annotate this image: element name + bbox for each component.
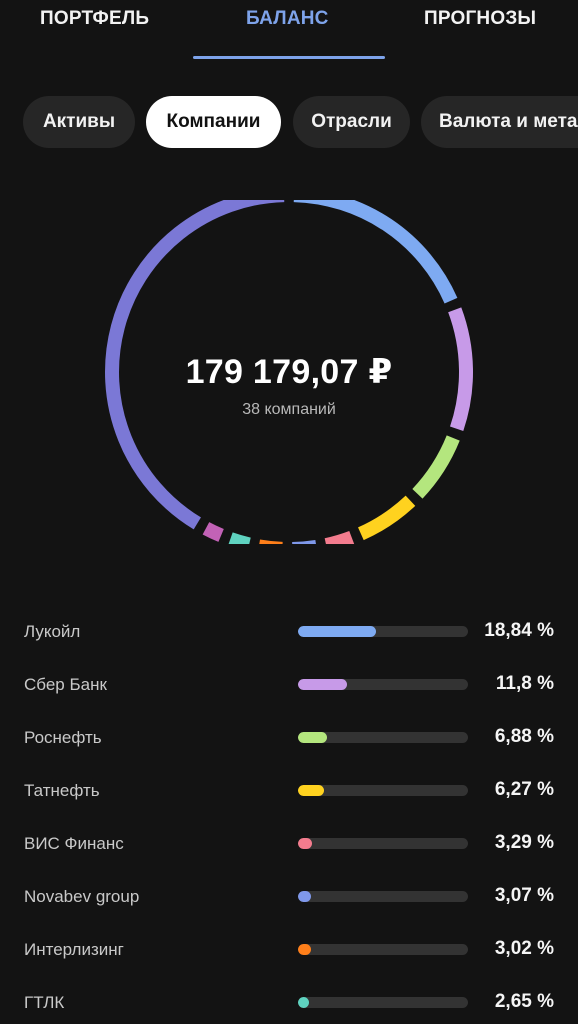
- company-row[interactable]: ВИС Финанс 3,29 %: [0, 818, 578, 871]
- company-row[interactable]: Интерлизинг 3,02 %: [0, 924, 578, 977]
- company-name: Сбер Банк: [24, 675, 107, 694]
- company-share-percent: 3,29 %: [494, 832, 554, 853]
- company-name: ВИС Финанс: [24, 834, 124, 853]
- share-bar-fill: [298, 944, 311, 955]
- donut-segment: [412, 435, 460, 499]
- share-bar-fill: [298, 997, 309, 1008]
- tab-portfolio[interactable]: ПОРТФЕЛЬ: [40, 8, 150, 29]
- company-share-percent: 3,02 %: [494, 938, 554, 959]
- share-bar-track: [298, 679, 468, 690]
- company-list: Лукойл 18,84 % Сбер Банк 11,8 % Роснефть 6,88…: [0, 606, 578, 1024]
- donut-segment: [202, 522, 224, 542]
- company-name: ГТЛК: [24, 993, 65, 1012]
- share-bar-track: [298, 626, 468, 637]
- tab-balance[interactable]: БАЛАНС: [246, 8, 329, 29]
- share-bar-track: [298, 891, 468, 902]
- share-bar-fill: [298, 785, 324, 796]
- donut-segment: [324, 530, 355, 544]
- donut-chart: 179 179,07 ₽ 38 компаний: [104, 200, 474, 544]
- share-bar-track: [298, 732, 468, 743]
- company-row[interactable]: Лукойл 18,84 %: [0, 606, 578, 659]
- share-bar-track: [298, 785, 468, 796]
- chip-currency-metals[interactable]: Валюта и металлы: [421, 96, 578, 148]
- company-name: Роснефть: [24, 728, 102, 747]
- donut-segment: [448, 307, 473, 432]
- company-row[interactable]: Сбер Банк 11,8 %: [0, 659, 578, 712]
- share-bar-fill: [298, 679, 347, 690]
- donut-segment: [105, 200, 285, 530]
- share-bar-fill: [298, 732, 327, 743]
- company-name: Novabev group: [24, 887, 140, 906]
- company-share-percent: 18,84 %: [484, 620, 554, 641]
- donut-segment: [293, 200, 458, 304]
- share-bar-fill: [298, 626, 376, 637]
- company-name: Татнефть: [24, 781, 100, 800]
- chip-assets[interactable]: Активы: [23, 96, 135, 148]
- chip-companies[interactable]: Компании: [146, 96, 281, 148]
- company-row[interactable]: Novabev group 3,07 %: [0, 871, 578, 924]
- donut-chart-svg: [105, 200, 473, 544]
- share-bar-fill: [298, 891, 311, 902]
- chip-industries[interactable]: Отрасли: [293, 96, 410, 148]
- filter-chips: Активы Компании Отрасли Валюта и металлы: [0, 96, 578, 148]
- company-share-percent: 6,27 %: [494, 779, 554, 800]
- company-share-percent: 11,8 %: [495, 673, 554, 694]
- share-bar-fill: [298, 838, 312, 849]
- company-name: Интерлизинг: [24, 940, 124, 959]
- share-bar-track: [298, 997, 468, 1008]
- company-share-percent: 3,07 %: [494, 885, 554, 906]
- top-tabs: ПОРТФЕЛЬ БАЛАНС ПРОГНОЗЫ: [0, 0, 578, 62]
- company-row[interactable]: Роснефть 6,88 %: [0, 712, 578, 765]
- share-bar-track: [298, 944, 468, 955]
- active-tab-indicator: [193, 56, 385, 59]
- company-row[interactable]: ГТЛК 2,65 %: [0, 977, 578, 1024]
- tab-forecasts[interactable]: ПРОГНОЗЫ: [424, 8, 537, 29]
- portfolio-total: 179 179,07 ₽: [185, 353, 393, 391]
- donut-segment: [228, 532, 251, 544]
- company-row[interactable]: Татнефть 6,27 %: [0, 765, 578, 818]
- companies-count: 38 компаний: [242, 401, 336, 418]
- company-name: Лукойл: [24, 622, 81, 641]
- donut-segment: [357, 495, 416, 541]
- share-bar-track: [298, 838, 468, 849]
- company-share-percent: 2,65 %: [494, 991, 554, 1012]
- company-share-percent: 6,88 %: [494, 726, 554, 747]
